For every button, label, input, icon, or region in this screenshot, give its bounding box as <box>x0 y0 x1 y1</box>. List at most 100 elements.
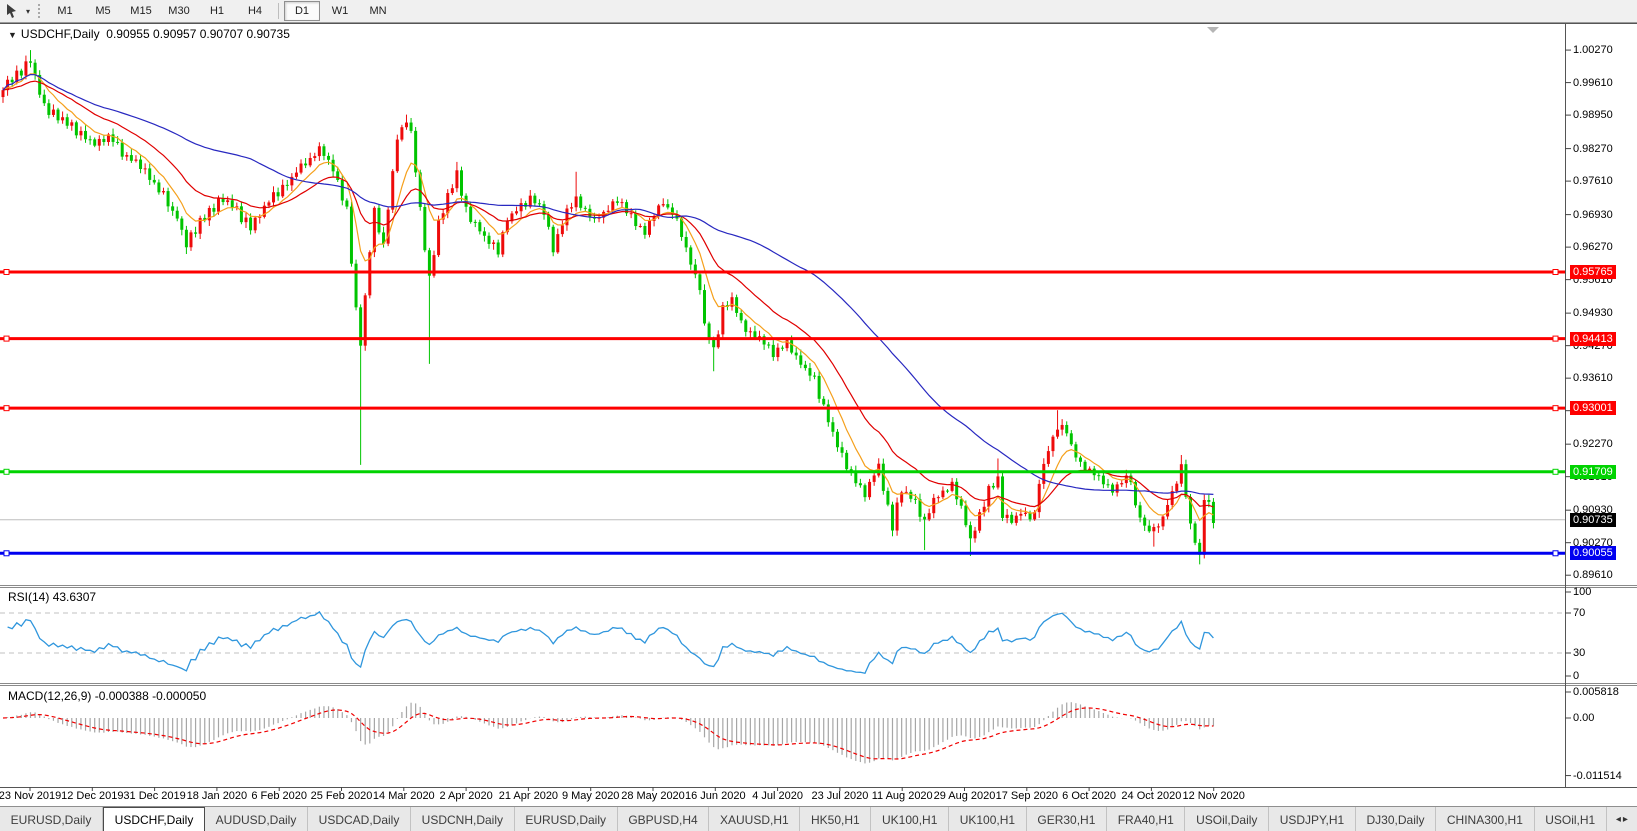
rsi-pane[interactable] <box>0 588 1565 683</box>
tab-scroll-left-icon[interactable]: ◂ <box>1615 814 1621 825</box>
symbol-label: USDCHF,Daily <box>20 27 100 41</box>
timeframe-button-mn[interactable]: MN <box>369 5 387 17</box>
chart-tab-ger30-h1[interactable]: GER30,H1 <box>1027 807 1108 831</box>
rsi-tick-label: 100 <box>1573 586 1592 598</box>
date-label: 23 Nov 2019 <box>0 790 62 802</box>
chart-tab-china300-h1[interactable]: CHINA300,H1 <box>1436 807 1535 831</box>
price-tick-label: 0.98950 <box>1573 109 1613 122</box>
ma-fast-line <box>2 73 1214 522</box>
chart-tab-gbpusd-h4[interactable]: GBPUSD,H4 <box>618 807 710 831</box>
macd-values: -0.000388 -0.000050 <box>94 689 207 703</box>
chart-tab-audusd-daily[interactable]: AUDUSD,Daily <box>205 807 308 831</box>
date-label: 17 Sep 2020 <box>995 790 1058 802</box>
timeframe-button-w1[interactable]: W1 <box>331 5 349 17</box>
macd-label: MACD(12,26,9) <box>8 689 92 703</box>
symbol-dropdown-icon[interactable]: ▼ <box>8 30 17 40</box>
cursor-tool-icon[interactable] <box>2 2 22 20</box>
date-label: 12 Dec 2019 <box>61 790 124 802</box>
chart-tab-usoil-daily[interactable]: USOil,Daily <box>1185 807 1270 831</box>
date-label: 24 Oct 2020 <box>1121 790 1182 802</box>
tab-scroll-right-icon[interactable]: ▸ <box>1622 814 1628 825</box>
timeframe-button-d1[interactable]: D1 <box>284 1 320 21</box>
chart-tab-usdjpy-h1[interactable]: USDJPY,H1 <box>1269 807 1356 831</box>
date-label: 29 Aug 2020 <box>933 790 996 802</box>
cursor-arrow-icon <box>7 4 16 18</box>
date-label: 31 Dec 2019 <box>123 790 186 802</box>
close-value: 0.90735 <box>246 27 290 41</box>
timeframe-button-h4[interactable]: H4 <box>247 5 263 17</box>
cursor-tool-dropdown-icon[interactable]: ▾ <box>25 6 30 16</box>
price-tick-label: 0.98270 <box>1573 142 1613 155</box>
line-handle[interactable] <box>1552 335 1559 342</box>
chart-tab-uk100-h1[interactable]: UK100,H1 <box>949 807 1027 831</box>
chart-tab-xauusd-h1[interactable]: XAUUSD,H1 <box>709 807 801 831</box>
rsi-tick-label: 30 <box>1573 647 1586 659</box>
rsi-tick-label: 70 <box>1573 607 1586 619</box>
tab-scroll-controls: ◂ ▸ <box>1607 807 1637 831</box>
date-label: 12 Nov 2020 <box>1182 790 1245 802</box>
line-handle[interactable] <box>3 468 10 475</box>
line-price-label: 0.91709 <box>1570 464 1616 479</box>
macd-series <box>2 702 1215 764</box>
macd-header: MACD(12,26,9) -0.000388 -0.000050 <box>8 689 206 703</box>
chart-tab-usoil-h1[interactable]: USOil,H1 <box>1535 807 1607 831</box>
date-label: 18 Jan 2020 <box>186 790 248 802</box>
price-tick-label: 0.92270 <box>1573 438 1613 451</box>
line-price-label: 0.90055 <box>1570 546 1616 561</box>
date-label: 2 Apr 2020 <box>439 790 493 802</box>
date-label: 4 Jul 2020 <box>752 790 803 802</box>
line-handle[interactable] <box>1552 269 1559 275</box>
chart-tab-hk50-h1[interactable]: HK50,H1 <box>800 807 872 831</box>
rsi-series <box>7 610 1214 675</box>
price-tick-label: 0.93610 <box>1573 372 1613 385</box>
timeframe-button-m1[interactable]: M1 <box>57 5 73 17</box>
scroll-to-end-icon[interactable] <box>1207 27 1219 33</box>
moving-averages <box>2 73 1214 522</box>
date-label: 28 May 2020 <box>621 790 685 802</box>
price-tick-label: 0.97610 <box>1573 175 1613 188</box>
main-pane[interactable] <box>0 24 1565 585</box>
line-handle[interactable] <box>1552 468 1559 475</box>
chart-tab-uk100-h1[interactable]: UK100,H1 <box>871 807 950 831</box>
line-handle[interactable] <box>3 335 10 342</box>
rsi-tick-label: 0 <box>1573 670 1580 682</box>
date-label: 6 Feb 2020 <box>251 790 308 802</box>
timeframe-button-h1[interactable]: H1 <box>209 5 225 17</box>
timeframe-button-m5[interactable]: M5 <box>95 5 111 17</box>
chart-tab-eurusd-daily[interactable]: EURUSD,Daily <box>515 807 618 831</box>
timeframe-button-m15[interactable]: M15 <box>130 5 152 17</box>
line-handle[interactable] <box>3 405 10 412</box>
line-handle[interactable] <box>3 269 10 275</box>
chart-tab-usdcnh-daily[interactable]: USDCNH,Daily <box>411 807 515 831</box>
line-handle[interactable] <box>3 550 10 557</box>
macd-tick-label: 0.005818 <box>1573 686 1619 698</box>
high-value: 0.90957 <box>153 27 197 41</box>
chart-tab-fra40-h1[interactable]: FRA40,H1 <box>1107 807 1186 831</box>
toolbar-separator <box>278 3 279 19</box>
date-label: 21 Apr 2020 <box>498 790 559 802</box>
line-price-label: 0.94413 <box>1570 331 1616 346</box>
date-label: 11 Aug 2020 <box>871 790 933 802</box>
open-value: 0.90955 <box>106 27 150 41</box>
toolbar-grip[interactable] <box>38 4 40 18</box>
chart-tab-dj30-daily[interactable]: DJ30,Daily <box>1356 807 1437 831</box>
date-label: 9 May 2020 <box>561 790 620 802</box>
chart-tab-eurusd-daily[interactable]: EURUSD,Daily <box>0 807 103 831</box>
macd-tick-label: -0.011514 <box>1573 769 1622 782</box>
chart-tab-usdcad-daily[interactable]: USDCAD,Daily <box>308 807 411 831</box>
price-tick-label: 0.90270 <box>1573 536 1613 549</box>
chart-tab-bar: EURUSD,Daily USDCHF,Daily AUDUSD,Daily USDC… <box>0 806 1637 831</box>
macd-tick-label: 0.00 <box>1573 712 1595 724</box>
price-tick-label: 0.89610 <box>1573 569 1613 582</box>
ma-slow-line <box>2 73 1214 495</box>
price-tick-label: 1.00270 <box>1573 44 1613 57</box>
line-price-label: 0.93001 <box>1570 401 1616 416</box>
rsi-header: RSI(14) 43.6307 <box>8 590 96 604</box>
timeframe-button-m30[interactable]: M30 <box>168 5 190 17</box>
line-handle[interactable] <box>1552 405 1559 412</box>
line-handle[interactable] <box>1552 550 1559 557</box>
price-tick-label: 0.99610 <box>1573 76 1613 89</box>
chart-tab-usdchf-daily[interactable]: USDCHF,Daily <box>103 807 205 831</box>
